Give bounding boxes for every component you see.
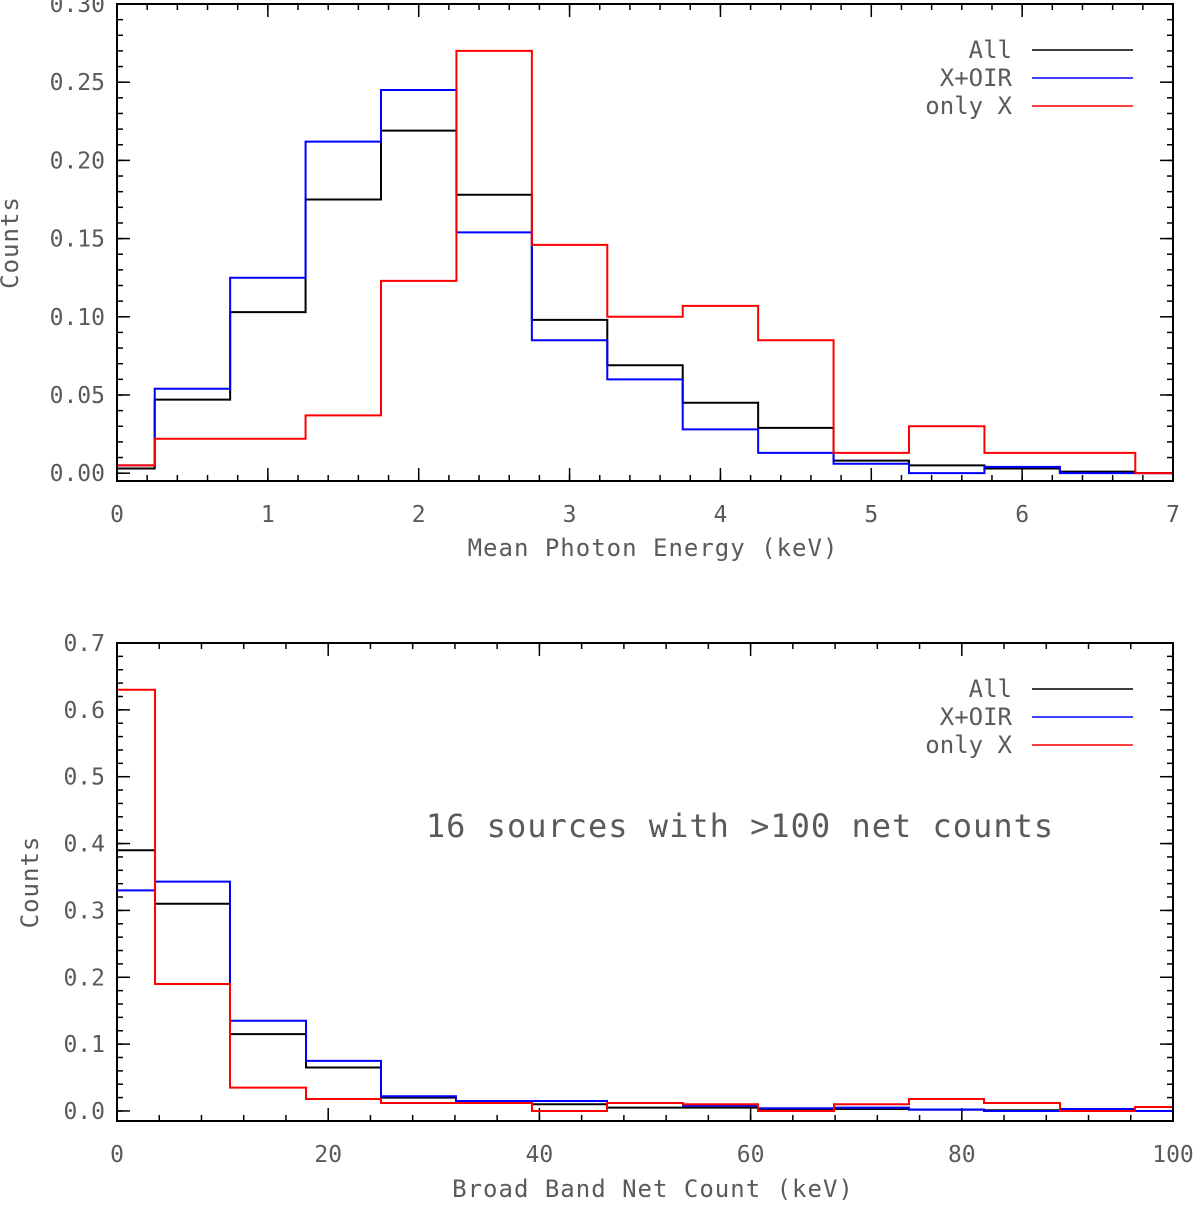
legend-label: X+OIR (940, 703, 1013, 731)
y-tick-label: 0.25 (50, 70, 105, 96)
series-line-only-x (117, 688, 1173, 1112)
y-tick-label: 0.05 (50, 383, 105, 409)
x-tick-label: 40 (526, 1142, 554, 1168)
legend-label: All (969, 36, 1012, 64)
y-tick-label: 0.10 (50, 305, 105, 331)
y-axis-label: Counts (16, 836, 44, 929)
y-tick-label: 0.3 (63, 898, 105, 924)
plot-frame (116, 642, 1174, 1122)
x-tick-label: 6 (1015, 502, 1029, 528)
x-tick-label: 1 (261, 502, 275, 528)
legend-label: only X (925, 731, 1012, 759)
x-tick-label: 3 (563, 502, 577, 528)
legend-label: only X (925, 92, 1012, 120)
x-tick-label: 2 (412, 502, 426, 528)
top-histogram-chart: 0 1 2 3 4 5 6 7 0.00 0.05 0.10 0.15 0.20 0.25 0.30 Mean… (0, 0, 1180, 562)
series-line-all (117, 129, 1173, 475)
x-tick-label: 0 (110, 1142, 124, 1168)
series-line-x-oir (117, 89, 1173, 475)
x-axis-label: Broad Band Net Count (keV) (452, 1175, 854, 1203)
legend-label: X+OIR (940, 64, 1013, 92)
minor-ticks (116, 642, 1174, 1121)
y-tick-label: 0.5 (63, 765, 105, 791)
y-tick-label: 0.20 (50, 148, 105, 174)
y-axis-label: Counts (0, 196, 24, 289)
y-tick-label: 0.00 (50, 461, 105, 487)
y-tick-label: 0.1 (63, 1032, 105, 1058)
x-tick-label: 80 (948, 1142, 976, 1168)
series-line-only-x (117, 49, 1173, 475)
y-tick-label: 0.6 (63, 698, 105, 724)
x-tick-label: 60 (737, 1142, 765, 1168)
x-tick-label: 100 (1152, 1142, 1194, 1168)
x-tick-label: 7 (1166, 502, 1180, 528)
x-tick-label: 0 (110, 502, 124, 528)
x-axis-label: Mean Photon Energy (keV) (468, 534, 839, 562)
x-tick-label: 4 (713, 502, 727, 528)
y-tick-label: 0.2 (63, 965, 105, 991)
y-tick-label: 0.7 (63, 631, 105, 657)
series-line-all (117, 849, 1173, 1112)
y-tick-label: 0.30 (50, 0, 105, 18)
y-tick-label: 0.15 (50, 227, 105, 253)
plot-frame (116, 3, 1174, 482)
minor-ticks (116, 3, 1174, 481)
x-tick-label: 5 (864, 502, 878, 528)
y-tick-label: 0.4 (63, 832, 105, 858)
annotation-text: 16 sources with >100 net counts (426, 807, 1054, 845)
bottom-histogram-chart: 0 20 40 60 80 100 0.0 0.1 0.2 0.3 0.4 0.5 0.6 0.7 Broa… (16, 631, 1194, 1203)
legend-label: All (969, 675, 1012, 703)
series-line-x-oir (117, 880, 1173, 1112)
y-tick-label: 0.0 (63, 1099, 105, 1125)
x-tick-label: 20 (314, 1142, 342, 1168)
